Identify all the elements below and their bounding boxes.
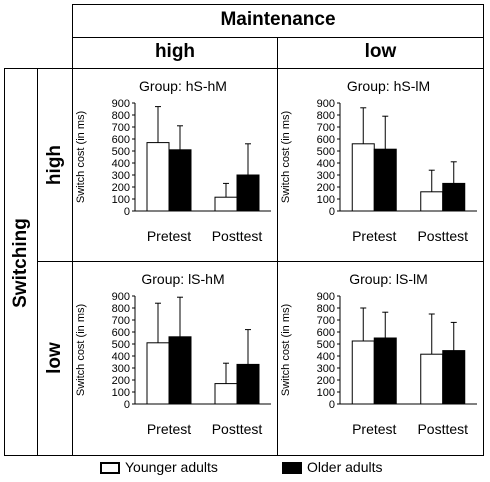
legend-younger-label: Younger adults: [125, 459, 218, 475]
bar: [168, 149, 192, 212]
x-tick-label: Pretest: [352, 228, 396, 244]
y-tick-label: 0: [329, 206, 335, 218]
y-tick-label: 400: [112, 351, 130, 363]
y-tick-label: 600: [317, 134, 335, 146]
switching-header: Switching: [10, 218, 31, 308]
y-tick-label: 300: [112, 170, 130, 182]
chart-title: Group: hS-hM: [139, 78, 227, 94]
y-tick-label: 300: [317, 363, 335, 375]
y-tick-label: 300: [317, 170, 335, 182]
chart-hS-lM: Group: hS-lM Switch cost (in ms) 010020030…: [280, 78, 477, 244]
y-tick-label: 200: [112, 182, 130, 194]
chart-hS-hM: Group: hS-hM Switch cost (in ms) 010020030…: [75, 78, 271, 244]
y-axis-label: Switch cost (in ms): [280, 111, 292, 203]
y-tick-label: 400: [317, 158, 335, 170]
y-tick-label: 700: [317, 315, 335, 327]
y-tick-label: 500: [112, 146, 130, 158]
y-axis-label: Switch cost (in ms): [75, 304, 87, 396]
y-tick-label: 500: [317, 339, 335, 351]
bar: [373, 148, 397, 212]
y-tick-label: 900: [112, 98, 130, 110]
y-tick-label: 600: [317, 327, 335, 339]
y-tick-label: 800: [112, 303, 130, 315]
y-tick-label: 100: [112, 387, 130, 399]
y-tick-label: 100: [112, 194, 130, 206]
y-tick-label: 100: [317, 387, 335, 399]
bar: [442, 182, 466, 212]
y-tick-label: 800: [317, 303, 335, 315]
bar: [146, 142, 170, 212]
bar: [214, 196, 238, 212]
bar: [146, 342, 170, 405]
y-tick-label: 0: [329, 399, 335, 411]
y-tick-label: 800: [317, 110, 335, 122]
y-tick-label: 200: [317, 182, 335, 194]
bar: [351, 143, 375, 212]
y-tick-label: 900: [317, 98, 335, 110]
y-tick-label: 900: [317, 291, 335, 303]
y-tick-label: 0: [124, 206, 130, 218]
y-tick-label: 0: [124, 399, 130, 411]
y-tick-label: 500: [317, 146, 335, 158]
bar: [236, 363, 260, 405]
chart-lS-lM: Group: lS-lM Switch cost (in ms) 010020030…: [280, 271, 477, 437]
y-tick-label: 400: [317, 351, 335, 363]
switching-high-header: high: [44, 144, 65, 186]
y-tick-label: 100: [317, 194, 335, 206]
y-axis-label: Switch cost (in ms): [280, 304, 292, 396]
y-tick-label: 700: [112, 315, 130, 327]
legend-younger-swatch: [100, 462, 120, 474]
legend-older-label: Older adults: [307, 459, 383, 475]
x-tick-label: Pretest: [352, 421, 396, 437]
chart-lS-hM: Group: lS-hM Switch cost (in ms) 010020030…: [75, 271, 271, 437]
bar: [373, 337, 397, 405]
y-tick-label: 600: [112, 134, 130, 146]
x-tick-label: Pretest: [147, 228, 191, 244]
bar: [420, 353, 444, 405]
y-tick-label: 700: [112, 122, 130, 134]
maintenance-high-header: high: [154, 41, 196, 62]
y-tick-label: 800: [112, 110, 130, 122]
bar: [168, 336, 192, 405]
y-tick-label: 200: [112, 375, 130, 387]
y-tick-label: 600: [112, 327, 130, 339]
maintenance-low-header: low: [364, 41, 397, 62]
bar: [214, 383, 238, 405]
y-tick-label: 300: [112, 363, 130, 375]
maintenance-header: Maintenance: [220, 9, 336, 30]
x-tick-label: Posttest: [417, 421, 468, 437]
y-tick-label: 200: [317, 375, 335, 387]
y-axis-label: Switch cost (in ms): [75, 111, 87, 203]
x-tick-label: Posttest: [212, 421, 263, 437]
chart-title: Group: lS-hM: [141, 271, 224, 287]
bar: [420, 191, 444, 212]
x-tick-label: Posttest: [212, 228, 263, 244]
y-tick-label: 900: [112, 291, 130, 303]
y-tick-label: 500: [112, 339, 130, 351]
panel-cell-4: [277, 261, 484, 456]
x-tick-label: Posttest: [417, 228, 468, 244]
bar: [236, 174, 260, 212]
chart-title: Group: hS-lM: [347, 78, 430, 94]
bar: [442, 350, 466, 405]
y-tick-label: 400: [112, 158, 130, 170]
x-tick-label: Pretest: [147, 421, 191, 437]
chart-title: Group: lS-lM: [349, 271, 428, 287]
legend-older-swatch: [282, 462, 302, 474]
switching-low-header: low: [44, 342, 65, 374]
y-tick-label: 700: [317, 122, 335, 134]
bar: [351, 340, 375, 405]
